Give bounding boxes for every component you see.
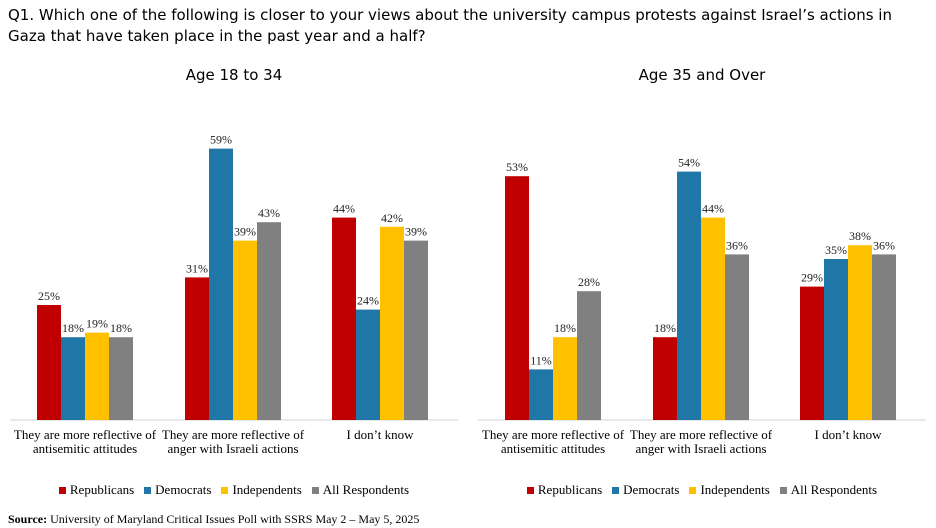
data-label: 39% — [405, 225, 427, 239]
category-label: They are more reflective of anger with I… — [629, 427, 773, 456]
data-label: 24% — [357, 294, 379, 308]
bar-all-respondents — [404, 240, 428, 420]
bar-independents — [848, 245, 872, 420]
bar-democrats — [824, 259, 848, 420]
category-label: They are more reflective of antisemitic … — [481, 427, 625, 456]
legend-label: Republicans — [537, 482, 603, 497]
category-label: They are more reflective of anger with I… — [161, 427, 305, 456]
legend-item-independents: Independents — [221, 482, 302, 498]
data-label: 11% — [530, 353, 552, 367]
data-label: 28% — [578, 275, 600, 289]
data-label: 35% — [825, 243, 847, 257]
bar-all-respondents — [109, 337, 133, 420]
data-label: 18% — [110, 321, 132, 335]
data-label: 53% — [506, 160, 528, 174]
bar-republicans — [332, 217, 356, 420]
legend-swatch — [779, 486, 787, 494]
chart-panel-age-35-over: Age 35 and Over 53% 11% 18% 28% 18% 54% 44% 36%… — [468, 60, 936, 508]
bar-republicans — [185, 277, 209, 420]
bar-all-respondents — [725, 254, 749, 420]
bar-republicans — [800, 286, 824, 420]
bar-democrats — [356, 309, 380, 420]
data-label: 38% — [849, 229, 871, 243]
data-label: 54% — [678, 156, 700, 170]
bar-independents — [85, 332, 109, 420]
data-label: 36% — [726, 238, 748, 252]
question-text: Q1. Which one of the following is closer… — [8, 6, 892, 45]
source-text: University of Maryland Critical Issues P… — [50, 512, 420, 526]
bar-republicans — [653, 337, 677, 420]
bar-democrats — [677, 171, 701, 420]
legend-swatch — [144, 486, 152, 494]
category-label: I don’t know — [814, 427, 882, 442]
bar-democrats — [209, 148, 233, 420]
legend-label: Republicans — [69, 482, 135, 497]
data-label: 44% — [333, 202, 355, 216]
legend-label: All Respondents — [322, 482, 410, 497]
bar-independents — [701, 217, 725, 420]
legend-label: Democrats — [155, 482, 212, 497]
legend-label: Independents — [700, 482, 770, 497]
legend-item-all-respondents: All Respondents — [779, 482, 878, 498]
chart-title: Age 35 and Over — [638, 66, 766, 84]
bar-all-respondents — [257, 222, 281, 420]
bar-republicans — [37, 305, 61, 420]
data-label: 44% — [702, 202, 724, 216]
bar-democrats — [529, 369, 553, 420]
data-label: 29% — [801, 271, 823, 285]
legend-swatch — [221, 486, 229, 494]
category-label: They are more reflective of antisemitic … — [13, 427, 157, 456]
legend-item-republicans: Republicans — [526, 482, 603, 498]
bar-independents — [553, 337, 577, 420]
bar-republicans — [505, 176, 529, 420]
legend: Republicans Democrats Independents All R… — [0, 482, 468, 498]
bar-independents — [233, 240, 257, 420]
legend-label: Democrats — [623, 482, 680, 497]
legend-label: All Respondents — [790, 482, 878, 497]
legend-item-all-respondents: All Respondents — [311, 482, 410, 498]
data-label: 18% — [554, 321, 576, 335]
legend: Republicans Democrats Independents All R… — [468, 482, 936, 498]
data-label: 59% — [210, 133, 232, 147]
data-label: 31% — [186, 261, 208, 275]
source-note: Source: University of Maryland Critical … — [8, 512, 419, 527]
bar-all-respondents — [872, 254, 896, 420]
data-label: 39% — [234, 225, 256, 239]
bar-all-respondents — [577, 291, 601, 420]
bar-independents — [380, 226, 404, 420]
source-label: Source: — [8, 512, 48, 526]
data-label: 19% — [86, 317, 108, 331]
bar-democrats — [61, 337, 85, 420]
legend-swatch — [612, 486, 620, 494]
data-label: 36% — [873, 238, 895, 252]
chart-panel-age-18-34: Age 18 to 34 25% 18% 19% 18% 31% 59% 39% 43% 44%… — [0, 60, 468, 508]
legend-swatch — [526, 486, 534, 494]
data-label: 18% — [62, 321, 84, 335]
legend-item-republicans: Republicans — [58, 482, 135, 498]
legend-item-democrats: Democrats — [612, 482, 679, 498]
data-label: 18% — [654, 321, 676, 335]
legend-item-independents: Independents — [689, 482, 770, 498]
legend-swatch — [689, 486, 697, 494]
legend-swatch — [311, 486, 319, 494]
data-label: 25% — [38, 289, 60, 303]
data-label: 42% — [381, 211, 403, 225]
bar-chart-age-35-over: 53%11%18%28%18%54%44%36%29%35%38%36% — [478, 156, 926, 421]
legend-swatch — [58, 486, 66, 494]
legend-item-democrats: Democrats — [144, 482, 211, 498]
bar-chart-age-18-34: 25%18% 19% 18%31%59%39%43% 44%24%42%39% — [10, 133, 458, 421]
category-label: I don’t know — [346, 427, 414, 442]
legend-label: Independents — [232, 482, 302, 497]
data-label: 43% — [258, 206, 280, 220]
chart-title: Age 18 to 34 — [185, 66, 283, 84]
